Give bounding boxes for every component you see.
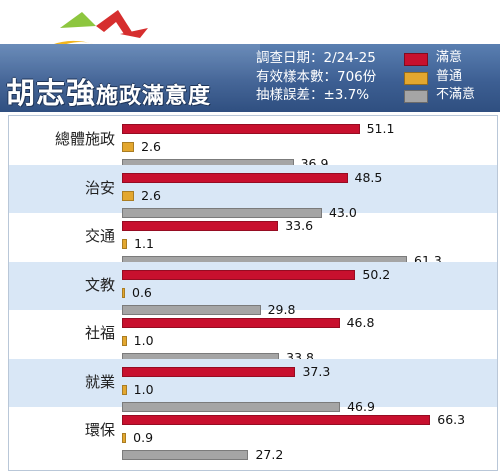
bar-dissatisfied [122,207,322,218]
category-label: 環保 [84,421,115,439]
legend-swatch-normal [404,71,428,85]
bar-chart-area: 總體施政 51.1 2.6 36.9 治安 48.5 2.6 43.0 交通 33.6 1.1 61.… [8,115,498,471]
bar-dissatisfied [122,401,341,412]
value-label-normal: 1.1 [134,236,154,251]
category-row: 社福 46.8 1.0 33.8 [9,310,497,365]
bar-satisfied [122,172,348,183]
bar-normal [122,433,127,443]
sample-size: 有效樣本數：706份 [256,68,377,85]
bar-dissatisfied [122,304,261,315]
bar-normal [122,239,128,249]
category-row: 環保 66.3 0.9 27.2 [9,407,497,462]
title-name: 胡志強 [6,76,97,110]
value-label-dissatisfied: 46.9 [347,398,375,414]
legend-item-satisfied: 滿意 [404,51,475,70]
value-label-satisfied: 48.5 [354,169,383,185]
category-row: 治安 48.5 2.6 43.0 [9,164,497,219]
bar-normal [122,142,135,152]
legend-item-normal: 普通 [404,68,475,89]
legend-label-satisfied: 滿意 [436,50,463,65]
bar-satisfied [122,221,279,231]
category-label: 社福 [84,324,115,342]
category-row: 總體施政 51.1 2.6 36.9 [9,116,497,171]
value-label-dissatisfied: 27.2 [255,447,284,462]
survey-date: 調查日期：2/24-25 [256,50,376,66]
title-subtitle: 施政滿意度 [96,84,212,109]
category-label: 總體施政 [54,130,115,148]
survey-info: 調查日期：2/24-25 有效樣本數：706份 抽樣誤差：±3.7% [256,49,376,105]
bar-dissatisfied [122,450,249,460]
bar-normal [122,336,127,346]
legend: 滿意 普通 不滿意 [404,51,475,107]
chart-title: 胡志強施政滿意度 [6,70,211,112]
category-row: 就業 37.3 1.0 46.9 [9,358,497,413]
value-label-dissatisfied: 43.0 [328,204,357,220]
value-label-satisfied: 46.8 [346,315,375,330]
bar-satisfied [122,366,296,377]
bar-normal [122,190,135,201]
value-label-normal: 2.6 [141,139,161,154]
bar-satisfied [122,318,340,328]
sampling-error: 抽樣誤差：±3.7% [256,87,370,103]
category-row: 文教 50.2 0.6 29.8 [9,261,497,316]
value-label-satisfied: 37.3 [302,363,331,379]
category-label: 就業 [84,372,115,391]
bar-normal [122,384,127,395]
bar-satisfied [122,269,356,280]
legend-swatch-dissatisfied [404,90,428,103]
value-label-dissatisfied: 29.8 [267,301,296,317]
legend-swatch-satisfied [404,53,428,66]
value-label-satisfied: 66.3 [437,412,466,427]
category-label: 交通 [84,227,115,245]
legend-item-dissatisfied: 不滿意 [404,88,475,107]
value-label-normal: 1.0 [133,381,154,397]
category-label: 文教 [84,275,115,294]
value-label-normal: 0.9 [133,430,154,445]
value-label-satisfied: 33.6 [285,218,314,233]
value-label-normal: 2.6 [141,187,161,203]
value-label-satisfied: 51.1 [366,121,395,136]
bar-normal [122,287,125,298]
bar-satisfied [122,415,431,425]
header: 胡志強施政滿意度 調查日期：2/24-25 有效樣本數：706份 抽樣誤差：±3… [0,0,500,112]
bar-satisfied [122,124,360,134]
value-label-satisfied: 50.2 [362,266,391,282]
value-label-normal: 0.6 [132,284,152,300]
value-label-normal: 1.0 [133,333,154,348]
legend-label-dissatisfied: 不滿意 [436,87,476,102]
category-label: 治安 [84,178,115,197]
legend-label-normal: 普通 [436,68,463,84]
category-row: 交通 33.6 1.1 61.3 [9,213,497,268]
